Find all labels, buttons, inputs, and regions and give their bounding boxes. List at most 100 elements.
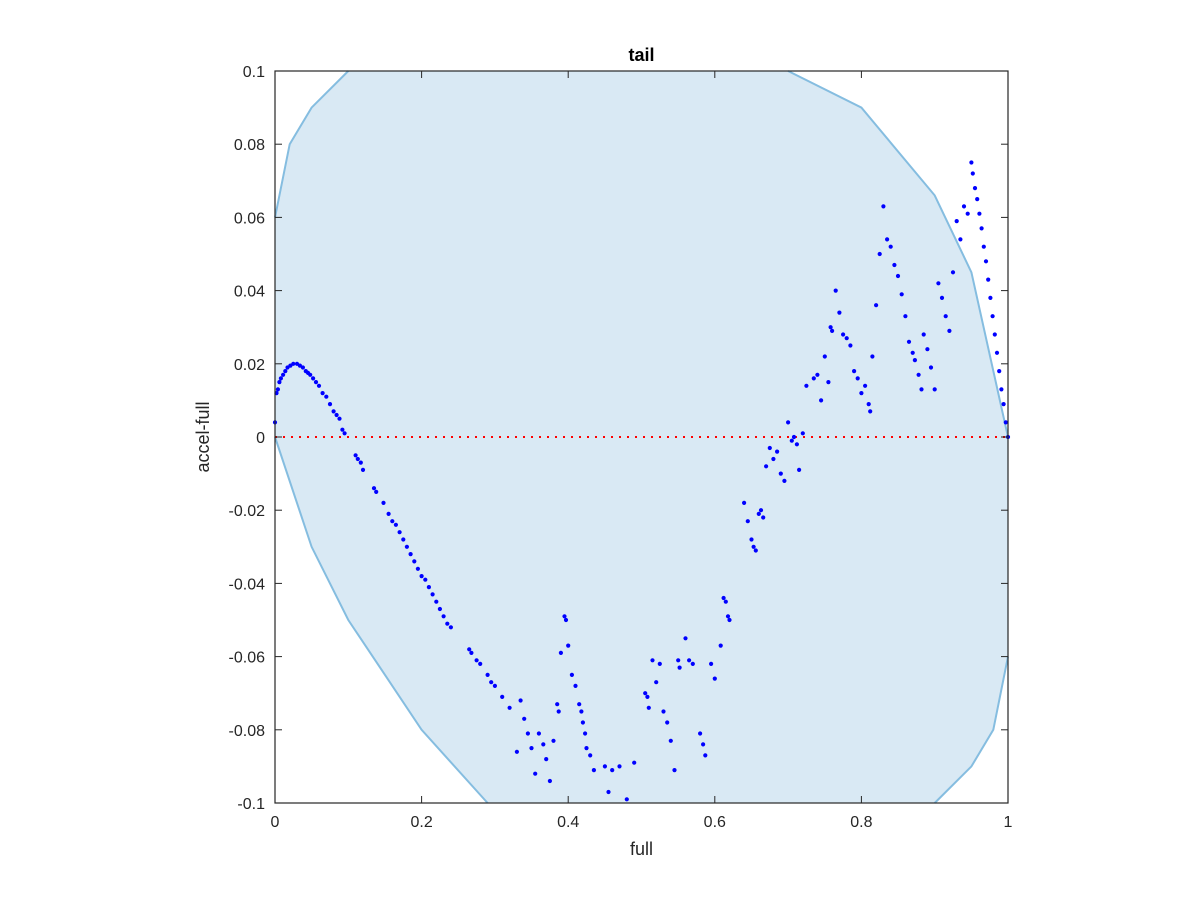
data-point bbox=[727, 617, 732, 623]
region-edge-lower-left bbox=[274, 436, 489, 804]
data-point bbox=[778, 471, 783, 476]
data-point bbox=[961, 204, 967, 209]
data-point bbox=[577, 702, 582, 707]
data-point bbox=[525, 731, 531, 736]
data-point bbox=[327, 402, 333, 407]
data-point bbox=[311, 376, 316, 381]
data-point bbox=[551, 738, 556, 743]
data-point bbox=[331, 409, 336, 414]
data-point bbox=[977, 211, 982, 216]
data-point bbox=[583, 731, 588, 736]
data-point bbox=[415, 566, 420, 571]
y-tick-label: -0.04 bbox=[229, 576, 266, 593]
data-point bbox=[687, 658, 692, 663]
data-point bbox=[771, 456, 776, 462]
data-point bbox=[919, 387, 924, 392]
y-tick-label: 0.1 bbox=[243, 64, 265, 81]
data-point bbox=[881, 204, 886, 209]
data-point bbox=[610, 768, 615, 773]
data-point bbox=[698, 731, 703, 736]
data-point bbox=[782, 478, 787, 483]
data-point bbox=[797, 467, 802, 472]
data-point bbox=[381, 500, 386, 505]
data-point bbox=[478, 661, 483, 667]
data-point bbox=[281, 372, 286, 377]
data-point bbox=[308, 372, 313, 377]
data-point bbox=[485, 672, 490, 678]
data-point bbox=[718, 643, 723, 648]
region-fill bbox=[275, 71, 1008, 803]
data-points bbox=[272, 160, 1011, 802]
data-point bbox=[925, 347, 930, 352]
data-point bbox=[650, 658, 655, 663]
data-point bbox=[859, 391, 864, 396]
data-point bbox=[981, 244, 986, 249]
data-point bbox=[794, 442, 800, 447]
data-point bbox=[753, 548, 758, 553]
data-point bbox=[654, 680, 659, 685]
data-point bbox=[474, 658, 479, 663]
data-point bbox=[701, 742, 706, 747]
data-point bbox=[624, 797, 629, 802]
data-point bbox=[903, 314, 908, 319]
data-point bbox=[756, 511, 761, 516]
data-point bbox=[541, 742, 546, 747]
data-point bbox=[855, 376, 860, 381]
data-point bbox=[844, 336, 849, 341]
data-point bbox=[999, 387, 1004, 392]
data-point bbox=[828, 325, 833, 330]
data-point bbox=[569, 672, 575, 678]
data-point bbox=[324, 394, 329, 399]
data-point bbox=[580, 720, 586, 725]
data-point bbox=[983, 259, 989, 264]
data-point bbox=[500, 694, 505, 700]
data-point bbox=[408, 552, 413, 557]
data-point bbox=[617, 764, 622, 769]
data-point bbox=[870, 354, 875, 359]
data-point bbox=[334, 412, 339, 418]
data-point bbox=[786, 420, 791, 425]
data-point bbox=[358, 460, 363, 465]
data-point bbox=[573, 683, 578, 689]
data-point bbox=[888, 244, 893, 249]
data-point bbox=[522, 716, 527, 721]
y-tick-label: -0.02 bbox=[229, 503, 266, 520]
data-point bbox=[518, 698, 523, 703]
y-tick-label: -0.06 bbox=[229, 650, 266, 667]
data-point bbox=[404, 544, 409, 549]
data-point bbox=[723, 599, 728, 604]
x-tick-label: 1 bbox=[1004, 814, 1013, 831]
data-point bbox=[602, 764, 608, 769]
data-point bbox=[852, 369, 857, 374]
data-point bbox=[970, 171, 975, 176]
x-axis-ticks: 0 0.2 0.4 0.6 0.8 1 bbox=[271, 71, 1013, 831]
y-tick-label: 0.06 bbox=[234, 210, 265, 227]
data-point bbox=[749, 537, 754, 542]
data-point bbox=[841, 332, 846, 337]
data-point bbox=[758, 508, 764, 513]
data-point bbox=[469, 650, 474, 656]
data-point bbox=[591, 768, 597, 773]
data-point bbox=[745, 519, 750, 524]
chart-title: tail bbox=[628, 45, 654, 65]
data-point bbox=[360, 467, 366, 472]
data-point bbox=[563, 617, 569, 623]
data-point bbox=[947, 328, 952, 333]
data-point bbox=[390, 519, 395, 524]
data-point bbox=[969, 160, 974, 165]
data-point bbox=[830, 328, 835, 333]
data-point bbox=[643, 691, 648, 696]
data-point bbox=[278, 376, 283, 381]
data-point bbox=[291, 361, 296, 366]
data-point bbox=[979, 226, 984, 231]
data-point bbox=[885, 237, 890, 242]
region-edge-upper-left bbox=[274, 70, 350, 218]
data-point bbox=[863, 383, 868, 388]
data-point bbox=[972, 186, 978, 191]
data-point bbox=[606, 789, 611, 795]
data-point bbox=[579, 709, 584, 714]
data-point bbox=[811, 376, 816, 381]
data-point bbox=[665, 720, 670, 725]
data-point bbox=[910, 350, 915, 355]
data-point bbox=[437, 606, 442, 612]
